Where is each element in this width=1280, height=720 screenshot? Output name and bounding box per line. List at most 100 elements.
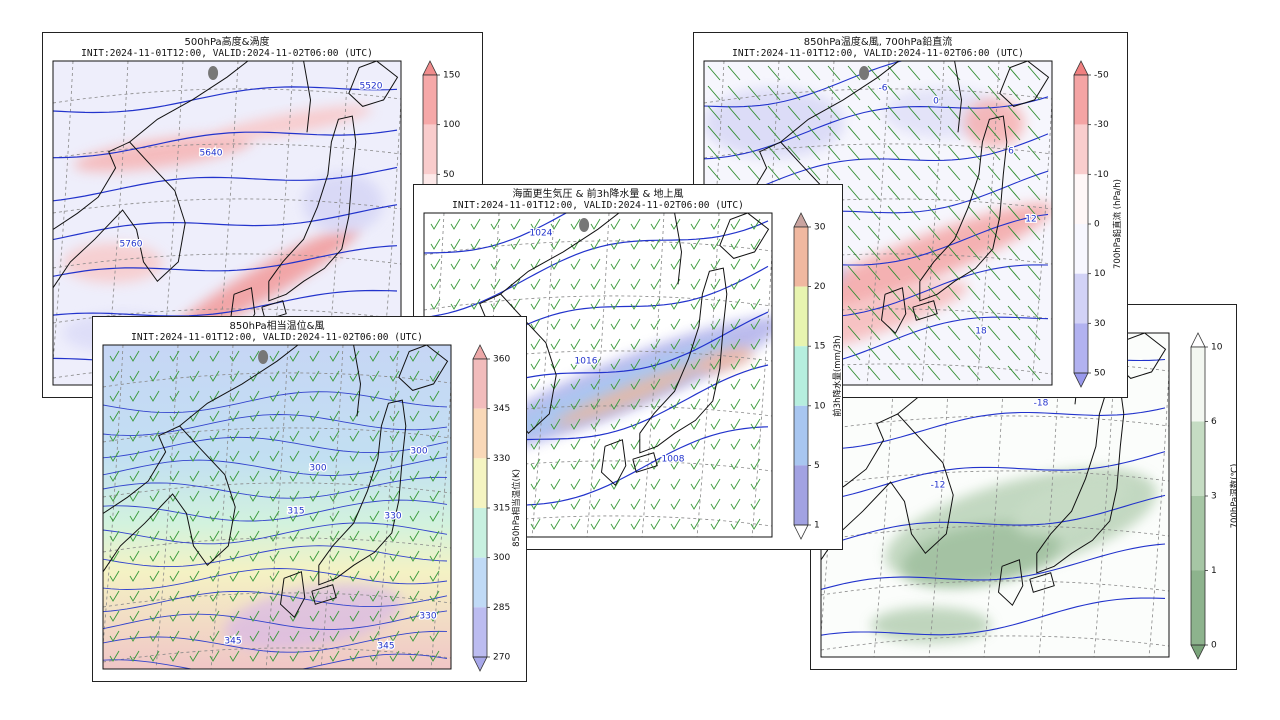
wind-barb: [630, 378, 641, 390]
wind-barb: [690, 458, 701, 470]
wind-arrow: [1027, 225, 1041, 241]
wind-barb: [670, 218, 681, 230]
wind-barb: [430, 298, 441, 310]
wind-arrow: [967, 245, 981, 261]
wind-arrow: [1007, 105, 1021, 121]
contour: [821, 407, 1166, 450]
wind-barb: [369, 610, 380, 622]
wind-barb: [389, 530, 400, 542]
wind-barb: [530, 498, 541, 510]
wind-barb: [750, 518, 761, 530]
wind-barb: [690, 258, 701, 270]
wind-barb: [610, 478, 621, 490]
colorbar-extend: [1073, 60, 1089, 76]
graticule: [866, 61, 890, 385]
wind-arrow: [767, 165, 781, 181]
wind-barb: [329, 450, 340, 462]
wind-barb: [309, 410, 320, 422]
wind-barb: [249, 570, 260, 582]
wind-barb: [530, 238, 541, 250]
wind-arrow: [1007, 365, 1021, 381]
wind-barb: [389, 650, 400, 662]
wind-barb: [169, 410, 180, 422]
graticule: [424, 460, 772, 476]
coastline: [398, 345, 449, 391]
contour-label: -6: [879, 84, 888, 94]
wind-barb: [670, 238, 681, 250]
wind-barb: [690, 398, 701, 410]
wind-arrow: [807, 85, 821, 101]
wind-barb: [109, 570, 120, 582]
colorbar-segment: [473, 408, 487, 459]
wind-arrow: [927, 85, 941, 101]
wind-arrow: [787, 125, 801, 141]
wind-barb: [610, 438, 621, 450]
wind-barb: [209, 350, 220, 362]
wind-arrow: [747, 65, 761, 81]
wind-arrow: [707, 65, 721, 81]
wind-arrow: [947, 105, 961, 121]
wind-barb: [570, 318, 581, 330]
wind-barb: [209, 590, 220, 602]
wind-barb: [169, 350, 180, 362]
wind-barb: [530, 258, 541, 270]
wind-barb: [630, 518, 641, 530]
wind-barb: [369, 570, 380, 582]
wind-arrow: [967, 125, 981, 141]
wind-barb: [249, 350, 260, 362]
wind-barb: [710, 518, 721, 530]
contour: [53, 129, 398, 159]
wind-barb: [730, 458, 741, 470]
wind-arrow: [907, 145, 921, 161]
graticule: [424, 515, 772, 531]
colorbar-tick-label: 50: [443, 170, 455, 180]
wind-barb: [409, 470, 420, 482]
wind-barb: [590, 258, 601, 270]
colorbar-tick-label: 50: [1094, 369, 1106, 379]
graticule: [976, 61, 1000, 385]
contour: [103, 610, 448, 630]
wind-barb: [169, 470, 180, 482]
wind-barb: [169, 530, 180, 542]
contour-label: 12: [1025, 215, 1036, 225]
wind-barb: [109, 470, 120, 482]
shade: [694, 347, 754, 373]
wind-barb: [510, 218, 521, 230]
wind-barb: [229, 390, 240, 402]
wind-barb: [550, 438, 561, 450]
wind-arrow: [1007, 125, 1021, 141]
wind-barb: [209, 530, 220, 542]
coastline: [311, 584, 337, 605]
wind-barb: [429, 410, 440, 422]
wind-arrow: [907, 265, 921, 281]
wind-barb: [650, 438, 661, 450]
wind-arrow: [1027, 205, 1041, 221]
wind-barb: [369, 430, 380, 442]
wind-barb: [590, 338, 601, 350]
wind-barb: [209, 450, 220, 462]
wind-barb: [109, 530, 120, 542]
wind-barb: [650, 338, 661, 350]
wind-barb: [289, 350, 300, 362]
wind-barb: [590, 318, 601, 330]
wind-barb: [189, 530, 200, 542]
wind-barb: [550, 318, 561, 330]
wind-barb: [229, 590, 240, 602]
wind-arrow: [967, 205, 981, 221]
map-panel: 850hPa相当温位&風 INIT:2024-11-01T12:00, VALID…: [92, 316, 527, 682]
graticule: [320, 345, 344, 669]
colorbar-segment: [794, 346, 808, 406]
wind-barb: [149, 450, 160, 462]
wind-barb: [229, 470, 240, 482]
wind-barb: [289, 590, 300, 602]
wind-barb: [650, 358, 661, 370]
contour-label: 1024: [530, 229, 553, 239]
wind-arrow: [907, 245, 921, 261]
colorbar-segment: [1074, 273, 1088, 324]
wind-arrow: [1007, 245, 1021, 261]
shade: [493, 339, 735, 441]
wind-barb: [470, 238, 481, 250]
wind-arrow: [1027, 165, 1041, 181]
wind-barb: [750, 358, 761, 370]
